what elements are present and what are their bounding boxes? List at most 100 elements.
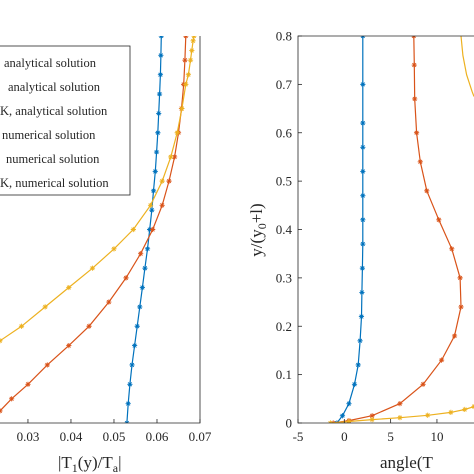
left-data-point — [168, 154, 174, 160]
left-data-point — [129, 362, 135, 368]
left-data-point — [125, 401, 131, 407]
right-y-tick-label: 0.6 — [276, 125, 293, 140]
left-plot-series — [0, 36, 197, 423]
right-data-point — [359, 289, 365, 295]
right-plot-series — [327, 36, 474, 423]
right-plot: -5 0 5 10 00.10.20.30.40.50.60.70.8 angle(T… — [247, 29, 474, 472]
right-data-point — [358, 313, 365, 320]
left-data-point — [190, 38, 196, 44]
left-data-point — [123, 275, 129, 281]
left-x-tick-label: 0.05 — [103, 429, 126, 444]
right-plot-y-ticks: 0 0.1 0.2 0.3 0.4 0.5 0.6 0.7 0.8 — [276, 29, 302, 431]
right-plot-axes — [297, 35, 474, 424]
right-y-tick-label: 0.1 — [276, 367, 292, 382]
left-data-point — [147, 202, 154, 208]
left-plot-x-ticks: 0.03 0.04 0.05 0.06 0.07 — [17, 419, 212, 444]
left-data-point — [18, 323, 25, 329]
right-data-point — [357, 338, 363, 344]
right-data-point — [412, 96, 418, 102]
left-data-point — [137, 304, 143, 310]
right-series-line — [330, 406, 474, 423]
right-data-point — [360, 241, 366, 247]
left-data-point — [159, 202, 165, 208]
right-y-tick-label: 0 — [286, 416, 293, 431]
right-data-point — [448, 409, 454, 415]
left-data-point — [25, 381, 31, 387]
left-data-point — [166, 178, 172, 184]
right-data-point — [413, 130, 420, 136]
left-x-tick-label: 0.06 — [146, 429, 169, 444]
right-x-tick-label: 5 — [387, 429, 394, 444]
right-data-point — [360, 81, 366, 87]
left-data-point — [44, 362, 50, 368]
left-data-point — [127, 381, 133, 387]
right-data-point — [436, 217, 442, 223]
right-data-point — [449, 246, 455, 252]
right-data-point — [355, 362, 361, 368]
right-plot-y-label: y/(y0+l) — [247, 203, 269, 256]
left-data-point — [158, 52, 164, 58]
left-data-point — [66, 284, 72, 291]
right-data-point — [360, 144, 366, 150]
right-x-tick-label: 10 — [430, 429, 443, 444]
left-data-point — [144, 246, 151, 252]
right-data-point — [369, 417, 375, 423]
left-data-point — [157, 72, 164, 78]
left-data-point — [132, 343, 138, 349]
right-data-point — [420, 381, 426, 387]
left-plot-x-label: |T1(y)/Ta| — [58, 453, 121, 474]
left-data-point — [130, 226, 136, 233]
left-data-point — [179, 105, 185, 112]
left-data-point — [66, 343, 72, 349]
right-data-point — [397, 415, 403, 421]
left-data-point — [172, 154, 178, 160]
legend-entry: analytical solution — [4, 56, 97, 70]
legend-entry: numerical solution — [2, 128, 96, 142]
left-plot-legend: analytical solution analytical solution … — [0, 45, 131, 196]
left-data-point — [139, 284, 145, 291]
right-data-point — [360, 168, 366, 175]
right-data-point — [369, 413, 375, 419]
left-data-point — [183, 81, 189, 87]
right-data-point — [351, 381, 358, 387]
left-data-point — [159, 178, 165, 184]
left-x-tick-label: 0.07 — [189, 429, 212, 444]
right-data-point — [451, 333, 458, 339]
left-data-point — [183, 36, 189, 39]
right-data-point — [339, 413, 346, 419]
left-data-point — [150, 188, 157, 194]
left-data-point — [152, 168, 158, 175]
right-data-point — [359, 265, 365, 271]
legend-entry: K, numerical solution — [0, 176, 109, 190]
left-series-line — [0, 36, 187, 412]
right-data-point — [417, 159, 423, 165]
right-data-point — [458, 304, 464, 310]
right-data-point — [457, 275, 463, 281]
right-y-tick-label: 0.2 — [276, 319, 292, 334]
left-x-tick-label: 0.03 — [17, 429, 40, 444]
right-x-tick-label: -5 — [293, 429, 304, 444]
left-data-point — [142, 265, 148, 271]
left-data-point — [185, 72, 191, 78]
right-data-point — [424, 188, 430, 194]
left-x-tick-label: 0.04 — [60, 429, 83, 444]
legend-entry: K, analytical solution — [0, 104, 108, 118]
right-data-point — [346, 401, 352, 407]
left-data-point — [138, 251, 144, 257]
right-data-point — [411, 62, 417, 68]
left-data-point — [89, 265, 96, 271]
right-data-point — [360, 217, 366, 223]
left-data-point — [187, 57, 194, 63]
right-data-point — [360, 193, 366, 199]
left-data-point — [106, 299, 112, 305]
left-data-point — [134, 323, 140, 329]
right-data-point — [462, 406, 468, 413]
legend-box — [0, 45, 131, 196]
right-data-point — [360, 120, 366, 126]
right-data-point — [425, 412, 431, 418]
legend-entry: numerical solution — [6, 152, 100, 166]
left-data-point — [111, 246, 117, 252]
right-x-tick-label: 0 — [341, 429, 348, 444]
left-data-point — [156, 91, 163, 97]
left-plot: 0.03 0.04 0.05 0.06 0.07 |T1(y)/Ta| analytic… — [0, 36, 212, 474]
